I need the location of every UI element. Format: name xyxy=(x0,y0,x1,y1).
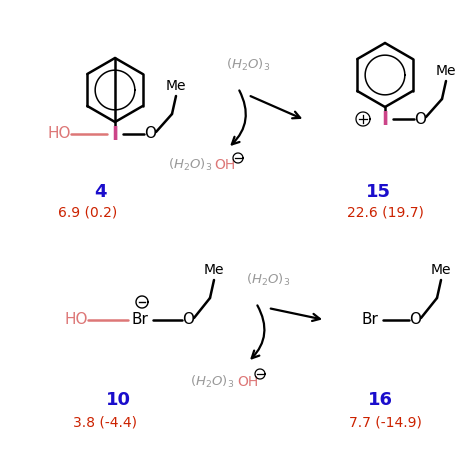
Text: 22.6 (19.7): 22.6 (19.7) xyxy=(346,206,423,220)
Text: Me: Me xyxy=(166,79,186,93)
Text: I: I xyxy=(382,109,389,128)
Text: 15: 15 xyxy=(365,183,391,201)
Text: OH: OH xyxy=(237,375,259,389)
Text: 6.9 (0.2): 6.9 (0.2) xyxy=(58,206,118,220)
Text: O: O xyxy=(182,312,194,328)
Text: Br: Br xyxy=(362,312,378,328)
Text: O: O xyxy=(414,111,426,127)
Text: 7.7 (-14.9): 7.7 (-14.9) xyxy=(348,415,421,429)
Text: $(H_2O)_3$: $(H_2O)_3$ xyxy=(190,374,234,390)
Text: 3.8 (-4.4): 3.8 (-4.4) xyxy=(73,415,137,429)
Text: 10: 10 xyxy=(106,391,130,409)
Text: Me: Me xyxy=(204,263,224,277)
Text: Me: Me xyxy=(431,263,451,277)
Text: I: I xyxy=(111,125,118,144)
Text: Br: Br xyxy=(132,312,148,328)
Text: 16: 16 xyxy=(367,391,392,409)
Text: HO: HO xyxy=(47,127,71,142)
Text: O: O xyxy=(144,127,156,142)
Text: 4: 4 xyxy=(94,183,106,201)
Text: OH: OH xyxy=(214,158,236,172)
Text: $(H_2O)_3$: $(H_2O)_3$ xyxy=(168,157,212,173)
Text: $(H_2O)_3$: $(H_2O)_3$ xyxy=(246,272,290,288)
Text: O: O xyxy=(409,312,421,328)
Text: $(H_2O)_3$: $(H_2O)_3$ xyxy=(226,57,270,73)
Text: HO: HO xyxy=(64,312,88,328)
Text: Me: Me xyxy=(436,64,456,78)
